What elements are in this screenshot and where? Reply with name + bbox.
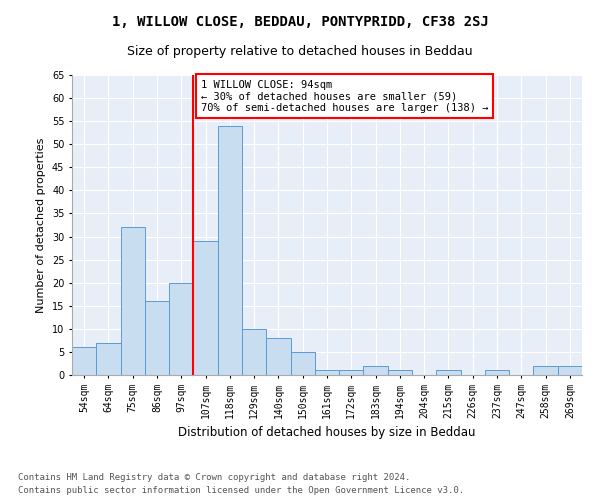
Bar <box>96 342 121 375</box>
Bar <box>145 301 169 375</box>
Bar <box>388 370 412 375</box>
Bar <box>315 370 339 375</box>
Bar <box>364 366 388 375</box>
Bar <box>218 126 242 375</box>
X-axis label: Distribution of detached houses by size in Beddau: Distribution of detached houses by size … <box>178 426 476 439</box>
Text: 1 WILLOW CLOSE: 94sqm
← 30% of detached houses are smaller (59)
70% of semi-deta: 1 WILLOW CLOSE: 94sqm ← 30% of detached … <box>201 80 488 113</box>
Bar <box>266 338 290 375</box>
Bar <box>436 370 461 375</box>
Bar <box>485 370 509 375</box>
Bar <box>339 370 364 375</box>
Bar <box>242 329 266 375</box>
Text: Contains HM Land Registry data © Crown copyright and database right 2024.: Contains HM Land Registry data © Crown c… <box>18 474 410 482</box>
Text: Contains public sector information licensed under the Open Government Licence v3: Contains public sector information licen… <box>18 486 464 495</box>
Bar <box>169 282 193 375</box>
Bar <box>72 348 96 375</box>
Bar <box>290 352 315 375</box>
Bar <box>121 228 145 375</box>
Bar <box>558 366 582 375</box>
Text: 1, WILLOW CLOSE, BEDDAU, PONTYPRIDD, CF38 2SJ: 1, WILLOW CLOSE, BEDDAU, PONTYPRIDD, CF3… <box>112 15 488 29</box>
Bar <box>193 241 218 375</box>
Text: Size of property relative to detached houses in Beddau: Size of property relative to detached ho… <box>127 45 473 58</box>
Bar <box>533 366 558 375</box>
Y-axis label: Number of detached properties: Number of detached properties <box>37 138 46 312</box>
